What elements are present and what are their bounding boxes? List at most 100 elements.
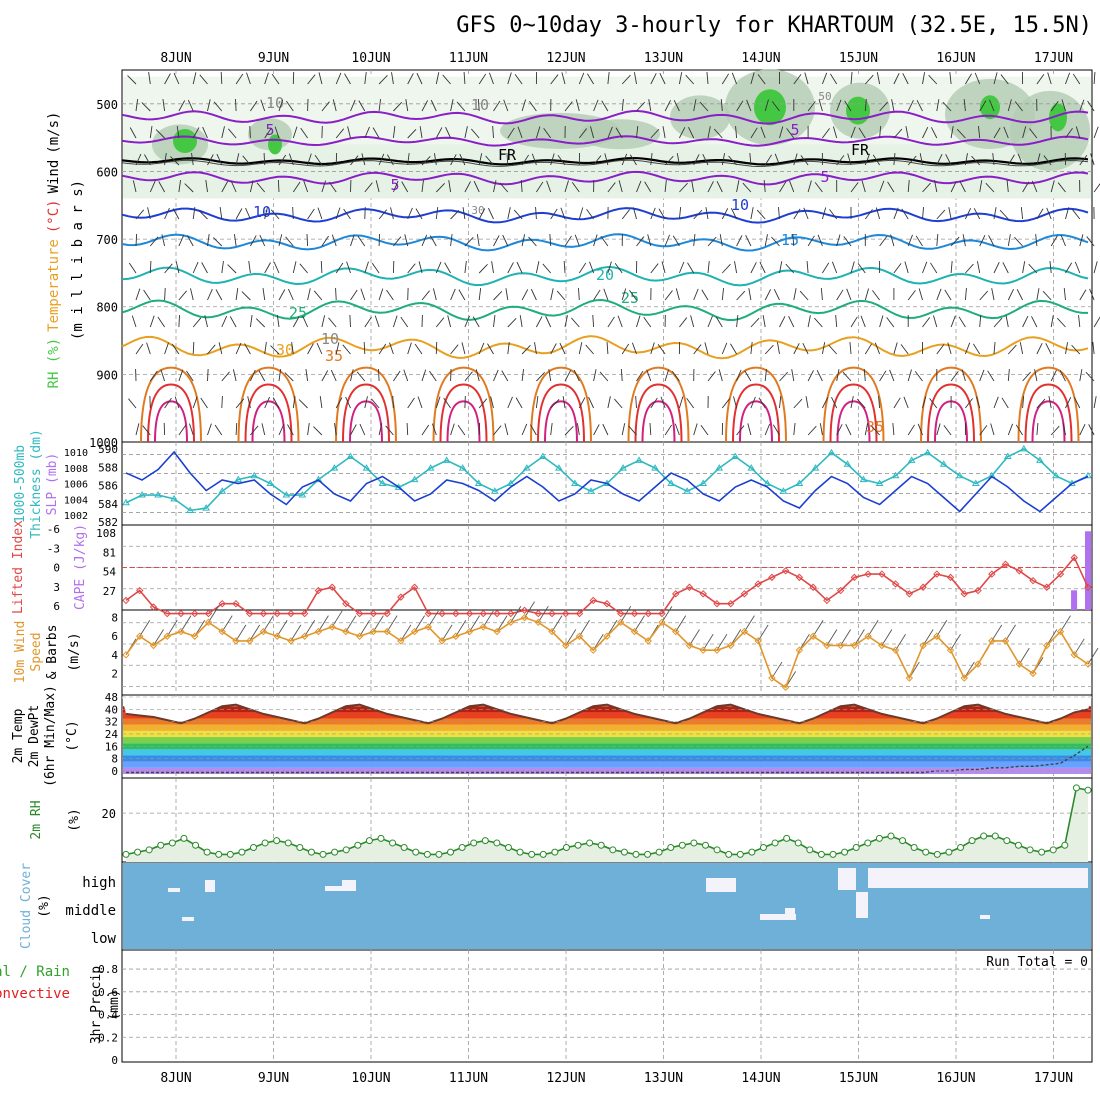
cloud-gap [342,880,356,891]
wind-barb [977,261,979,273]
wind-barb [1008,234,1010,246]
hot-contour [253,401,285,442]
wind-barb [1080,290,1086,300]
wind-barb [829,345,837,354]
cloud-level-high: high [82,875,116,891]
wind-barb [1080,369,1082,381]
wind-barb [546,316,551,327]
x-tick-bottom-11JUN: 11JUN [449,1071,488,1086]
y-label-precip-1: 3hr Precip [89,966,104,1044]
rh2m-point [923,849,929,855]
contour-label-35: 35 [325,347,343,365]
wind-barb [176,261,179,273]
wind-barb [847,289,851,300]
wind-barb [937,210,945,219]
wind-barb [749,288,751,300]
wind-barb [465,237,473,246]
contour-label-50: 50 [818,90,831,103]
wind-barb [933,315,936,327]
y-tick-temp-32: 32 [105,716,118,729]
wind-barb [263,288,265,300]
rh2m-point [992,833,998,839]
wind-barb [794,399,802,408]
y-tick-slp-1006: 1006 [64,480,88,491]
wind-barb [915,371,922,381]
wind-barb [508,207,510,219]
wind-barb [694,289,698,300]
wind-barb [433,288,436,300]
y-tick-li-0: 0 [53,562,60,575]
wind10m-barb [153,630,163,646]
wind-barb [193,262,198,273]
wind-barb [215,425,222,435]
wind-barb [786,264,794,273]
cloud-gap [168,888,180,892]
wind-barb [350,315,351,327]
wind-barb [150,316,154,327]
wind-barb [193,318,201,327]
wind-barb [604,289,608,300]
wind-barb [636,396,637,408]
rh2m-point [598,842,604,848]
wind-barb [494,370,499,381]
wind-barb [279,290,285,300]
wind-barb [751,262,756,273]
contour-label-5: 5 [820,168,829,186]
wind-barb [851,317,857,327]
x-tick-top-15JUN: 15JUN [839,51,878,66]
rh2m-point [575,842,581,848]
rh2m-point [285,840,291,846]
wind-barb [722,343,726,354]
rh2m-area [126,788,1088,862]
wind-barb [880,315,883,327]
wind-barb [937,289,941,300]
wind-barb [357,372,365,381]
y-tick-cape-81: 81 [103,546,116,559]
wind-barb [551,423,552,435]
wind-barb [818,235,822,246]
x-tick-top-12JUN: 12JUN [546,51,585,66]
wind-barb [313,427,321,435]
wind-barb [923,207,924,219]
wind-barb [1037,423,1038,435]
wind-barb [804,208,808,219]
wind10m-barb [263,616,273,632]
y-tick-li--6: -6 [47,523,60,536]
contour-label-30: 30 [276,341,294,359]
x-tick-top-13JUN: 13JUN [644,51,683,66]
wind-barb [575,235,579,246]
hot-contour [155,401,187,442]
rh-high-blob [173,129,197,153]
rh2m-point [297,845,303,851]
rh2m-point [216,851,222,857]
wind-barb [479,288,480,300]
wind-barb [308,288,311,300]
y-tick-thickness-588: 588 [98,461,118,474]
wind-barb [536,207,537,219]
wind-barb [765,345,773,354]
rh2m-point [1062,842,1068,848]
wind-barb [365,317,372,327]
wind-barb [586,345,594,354]
wind-barb [328,318,336,327]
y-label-temp-3: (6hr Min/Max) [43,685,58,787]
x-tick-bottom-15JUN: 15JUN [839,1071,878,1086]
wind10m-barb [373,616,383,632]
wind-barb [228,265,236,273]
wind-barb [179,315,180,327]
wind-barb [865,344,871,354]
wind-barb [803,343,808,354]
wind-barb [347,262,351,273]
rh2m-point [842,849,848,855]
wind-barb [930,263,936,273]
wind-barb [894,342,897,354]
rh2m-point [1039,849,1045,855]
wind-barb [937,423,940,435]
hot-contour [448,401,480,442]
rh2m-point [355,842,361,848]
wind-barb [222,372,230,381]
wind-barb [608,317,615,327]
wind-barb [880,371,886,381]
